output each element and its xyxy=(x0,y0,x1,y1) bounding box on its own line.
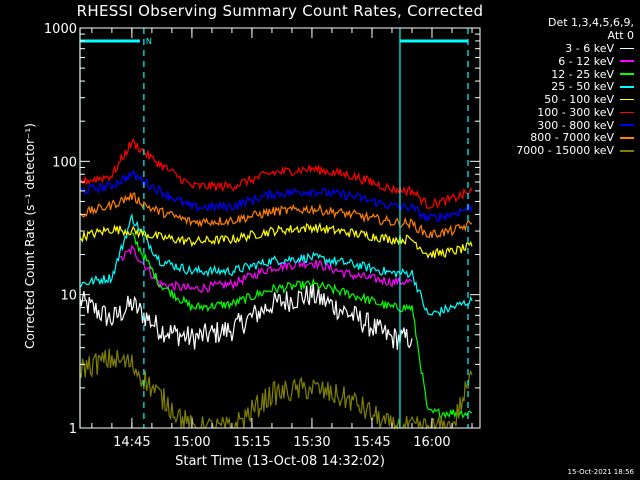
legend-header-attenuator: Att 0 xyxy=(607,29,634,42)
axes-layer: 1 10 100 1000 14:45 15:00 15:15 15:30 15:45 16:00 xyxy=(44,22,481,450)
legend-header-detectors: Det 1,3,4,5,6,9, xyxy=(547,16,634,29)
y-axis-label: Corrected Count Rate (s⁻¹ detector⁻¹) xyxy=(23,123,37,349)
legend-entry: 100 - 300 keV xyxy=(478,106,634,119)
series-line-7 xyxy=(79,192,472,239)
legend-swatch xyxy=(620,150,634,152)
legend-entries: 3 - 6 keV 6 - 12 keV 12 - 25 keV 25 - 50 ke… xyxy=(478,42,634,157)
legend-swatch xyxy=(620,124,634,126)
legend-entry-label: 50 - 100 keV xyxy=(544,93,614,107)
legend-entry-label: 12 - 25 keV xyxy=(551,67,614,81)
legend-entry-label: 25 - 50 keV xyxy=(551,80,614,94)
legend-entry: 6 - 12 keV xyxy=(478,55,634,68)
series-line-0 xyxy=(79,283,413,350)
legend-entry: 7000 - 15000 keV xyxy=(478,144,634,157)
series-line-6 xyxy=(79,169,473,222)
plot-frame xyxy=(79,27,481,429)
series-line-1 xyxy=(119,244,413,294)
legend: Det 1,3,4,5,6,9, Att 0 3 - 6 keV 6 - 12 k… xyxy=(478,16,634,157)
legend-entry: 25 - 50 keV xyxy=(478,80,634,93)
legend-entry-label: 300 - 800 keV xyxy=(537,118,614,132)
legend-swatch xyxy=(620,98,634,101)
y-tick-label: 1000 xyxy=(44,22,77,37)
legend-swatch xyxy=(620,60,634,62)
legend-entry-label: 3 - 6 keV xyxy=(565,41,614,55)
y-tick-label: 100 xyxy=(52,155,77,170)
top-annotation: N xyxy=(146,37,152,46)
series-layer xyxy=(79,137,473,430)
legend-entry-label: 800 - 7000 keV xyxy=(530,131,614,145)
x-axis-label: Start Time (13-Oct-08 14:32:02) xyxy=(175,454,385,469)
timestamp: 15-Oct-2021 18:56 xyxy=(567,468,634,476)
series-line-3 xyxy=(79,213,473,318)
series-line-2 xyxy=(131,232,473,420)
chart-title: RHESSI Observing Summary Count Rates, Co… xyxy=(76,2,484,20)
x-tick-label: 15:00 xyxy=(173,435,210,450)
legend-swatch xyxy=(620,86,634,88)
y-tick-label: 1 xyxy=(69,422,77,437)
series-line-4 xyxy=(79,222,473,260)
x-tick-label: 15:15 xyxy=(233,435,270,450)
legend-swatch xyxy=(620,47,634,50)
legend-entry-label: 100 - 300 keV xyxy=(537,105,614,119)
legend-entry-label: 7000 - 15000 keV xyxy=(516,144,614,158)
legend-entry: 3 - 6 keV xyxy=(478,42,634,55)
x-tick-label: 15:45 xyxy=(353,435,390,450)
legend-entry: 50 - 100 keV xyxy=(478,93,634,106)
legend-entry: 300 - 800 keV xyxy=(478,119,634,132)
legend-entry-label: 6 - 12 keV xyxy=(558,54,614,68)
x-tick-label: 15:30 xyxy=(293,435,330,450)
y-tick-label: 10 xyxy=(60,289,77,304)
legend-swatch xyxy=(620,111,634,114)
legend-entry: 12 - 25 keV xyxy=(478,68,634,81)
series-line-8 xyxy=(79,348,473,430)
legend-swatch xyxy=(620,137,634,139)
x-tick-label: 16:00 xyxy=(413,435,450,450)
legend-swatch xyxy=(620,73,634,75)
legend-entry: 800 - 7000 keV xyxy=(478,131,634,145)
x-tick-label: 14:45 xyxy=(113,435,150,450)
series-line-5 xyxy=(79,137,473,209)
